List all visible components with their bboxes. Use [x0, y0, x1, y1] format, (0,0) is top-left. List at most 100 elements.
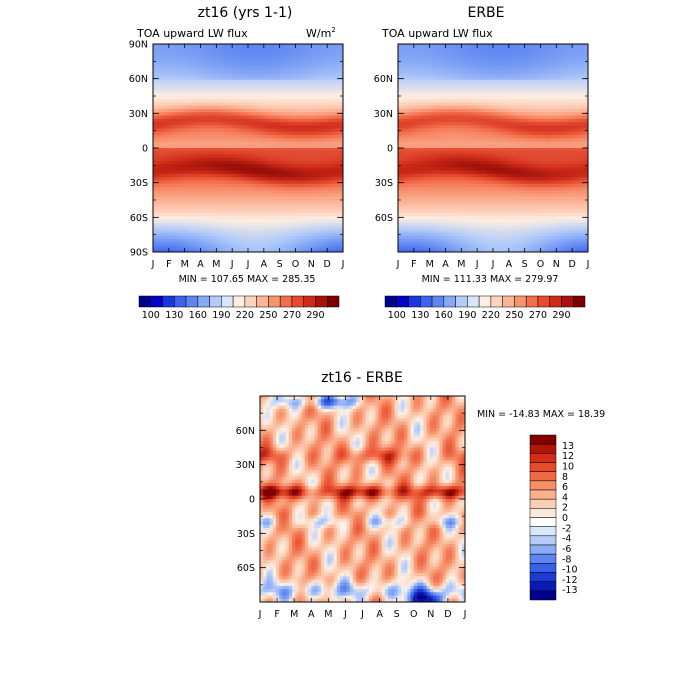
model-heatmap-cell [324, 232, 328, 237]
model-heatmap-cell [308, 235, 312, 240]
model-heatmap-cell [229, 245, 233, 250]
model-heatmap-cell [184, 187, 189, 191]
model-heatmap-cell [184, 138, 189, 143]
model-heatmap-cell [244, 222, 249, 227]
model-heatmap-cell [213, 248, 217, 252]
model-heatmap-cell [279, 157, 284, 162]
model-heatmap-cell [320, 167, 325, 172]
model-heatmap-cell [330, 151, 335, 156]
model-heatmap-cell [317, 203, 322, 208]
model-heatmap-cell [168, 248, 173, 252]
model-x-tick-label: M [212, 259, 220, 270]
obs-heatmap-cell [556, 70, 561, 74]
model-heatmap-cell [295, 151, 300, 156]
model-heatmap-cell [289, 105, 293, 110]
model-heatmap-cell [162, 115, 167, 120]
model-heatmap-cell [292, 131, 297, 136]
model-heatmap-cell [241, 109, 246, 113]
model-heatmap-cell [305, 44, 309, 48]
model-heatmap-cell [336, 219, 341, 224]
model-heatmap-cell [270, 239, 274, 243]
model-heatmap-cell [235, 216, 240, 221]
model-heatmap-cell [159, 73, 164, 78]
obs-heatmap-cell [455, 57, 459, 61]
model-heatmap-cell [197, 66, 202, 71]
model-heatmap-cell [197, 229, 202, 234]
model-heatmap-cell [216, 193, 221, 198]
obs-heatmap-cell [474, 44, 478, 48]
model-heatmap-cell [330, 138, 335, 143]
obs-heatmap-cell [584, 60, 588, 65]
obs-heatmap-cell [556, 92, 561, 97]
obs-heatmap-cell [480, 60, 485, 65]
model-heatmap-cell [235, 63, 240, 68]
obs-heatmap-cell [493, 47, 497, 52]
obs-heatmap-cell [413, 70, 418, 74]
model-heatmap-cell [336, 102, 341, 107]
obs-heatmap-cell [527, 50, 532, 55]
obs-heatmap-cell [546, 44, 551, 48]
obs-heatmap-cell [420, 47, 424, 52]
model-heatmap-cell [308, 99, 312, 104]
model-heatmap-cell [162, 206, 167, 211]
model-heatmap-cell [298, 83, 303, 87]
obs-heatmap-cell [505, 53, 510, 58]
model-heatmap-cell [273, 174, 278, 178]
model-heatmap-cell [178, 209, 183, 214]
model-heatmap-cell [200, 135, 205, 139]
model-heatmap-cell [279, 213, 284, 217]
model-heatmap-cell [156, 151, 160, 156]
model-heatmap-cell [168, 122, 173, 126]
obs-heatmap-cell [502, 96, 507, 100]
model-heatmap-cell [292, 86, 297, 91]
model-heatmap-cell [225, 245, 230, 250]
model-heatmap-cell [206, 44, 211, 48]
obs-heatmap-cell [524, 47, 529, 52]
model-heatmap-cell [178, 196, 183, 201]
obs-heatmap-cell [486, 47, 491, 52]
model-heatmap-cell [187, 135, 192, 139]
model-heatmap-cell [324, 105, 328, 110]
model-heatmap-cell [210, 206, 214, 211]
model-heatmap-cell [200, 193, 205, 198]
obs-heatmap-cell [423, 73, 428, 78]
model-heatmap-cell [232, 245, 236, 250]
model-heatmap-cell [216, 167, 221, 172]
model-heatmap-cell [225, 170, 230, 175]
model-heatmap-cell [254, 206, 259, 211]
model-heatmap-cell [251, 99, 255, 104]
obs-heatmap-cell [584, 66, 588, 71]
model-heatmap-cell [244, 239, 249, 243]
model-heatmap-cell [320, 141, 325, 146]
model-heatmap-cell [267, 174, 271, 178]
model-heatmap-cell [191, 190, 195, 195]
model-heatmap-cell [305, 144, 309, 149]
model-heatmap-cell [232, 167, 236, 172]
model-heatmap-cell [267, 47, 271, 52]
obs-heatmap-cell [521, 50, 526, 55]
model-heatmap-cell [263, 63, 268, 68]
model-heatmap-cell [194, 89, 198, 94]
model-heatmap-cell [178, 63, 183, 68]
model-heatmap-cell [197, 190, 202, 195]
model-heatmap-cell [194, 229, 198, 234]
model-heatmap-cell [254, 170, 259, 175]
obs-heatmap-cell [486, 96, 491, 100]
model-heatmap-cell [229, 53, 233, 58]
model-heatmap-cell [314, 76, 319, 81]
model-heatmap-cell [181, 161, 186, 165]
model-heatmap-cell [203, 245, 208, 250]
model-heatmap-cell [324, 183, 328, 188]
model-heatmap-cell [254, 219, 259, 224]
model-heatmap-cell [273, 151, 278, 156]
model-heatmap-cell [273, 193, 278, 198]
model-heatmap-cell [289, 242, 293, 247]
model-heatmap-cell [241, 92, 246, 97]
model-heatmap-cell [203, 232, 208, 237]
model-heatmap-cell [172, 232, 176, 237]
model-heatmap-cell [197, 213, 202, 217]
model-heatmap-cell [172, 148, 176, 152]
model-heatmap-cell [314, 226, 319, 230]
obs-heatmap-cell [521, 89, 526, 94]
model-heatmap-cell [286, 112, 290, 117]
